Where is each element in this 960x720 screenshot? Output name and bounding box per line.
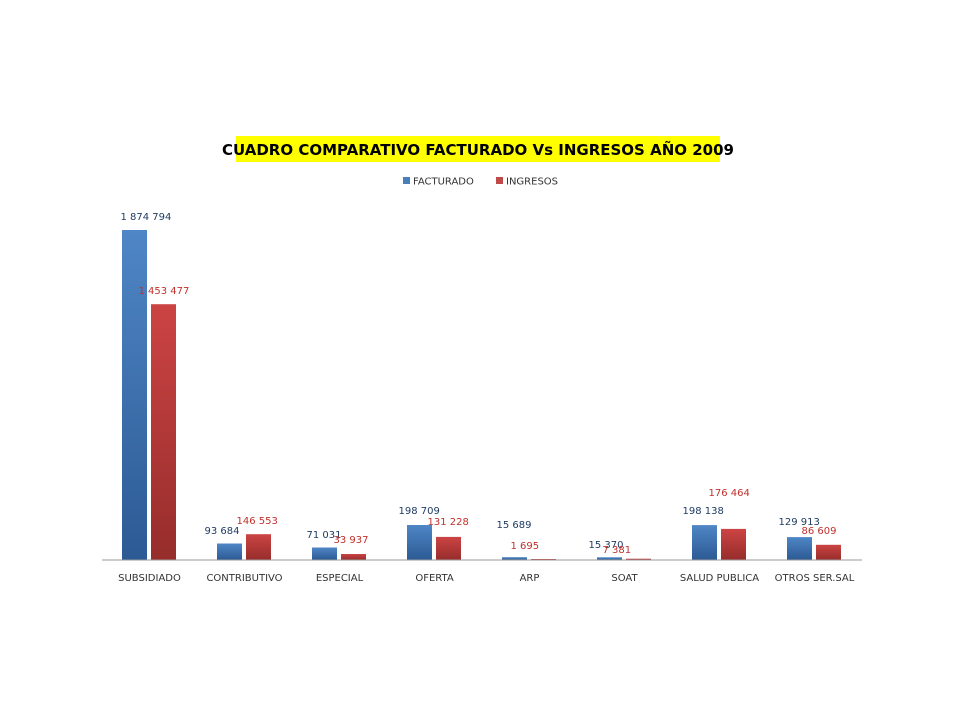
bar-ingresos-soat <box>626 558 651 560</box>
bar-facturado-contributivo <box>217 543 242 560</box>
bar-facturado-especial <box>312 547 337 560</box>
chart-title-group: CUADRO COMPARATIVO FACTURADO Vs INGRESOS… <box>222 136 734 162</box>
bar-facturado-arp <box>502 557 527 560</box>
data-label-ingresos-otros-ser-sal: 86 609 <box>802 526 837 537</box>
x-tick-label-especial: ESPECIAL <box>316 573 364 584</box>
x-tick-label-soat: SOAT <box>611 573 638 584</box>
chart-title: CUADRO COMPARATIVO FACTURADO Vs INGRESOS… <box>222 140 734 159</box>
bar-ingresos-oferta <box>436 536 461 560</box>
x-tick-label-subsidiado: SUBSIDIADO <box>118 573 181 584</box>
x-tick-label-otros-ser-sal: OTROS SER.SAL <box>775 573 855 584</box>
bar-facturado-soat <box>597 557 622 560</box>
x-axis-ticks: SUBSIDIADO CONTRIBUTIVO ESPECIAL OFERTA ARP S… <box>118 573 855 584</box>
bar-facturado-otros-ser-sal <box>787 537 812 560</box>
data-label-ingresos-arp: 1 695 <box>511 541 540 552</box>
data-label-facturado-soat: 15 370 <box>589 540 624 551</box>
data-label-ingresos-especial: 33 937 <box>334 535 369 546</box>
data-label-facturado-subsidiado: 1 874 794 <box>121 212 172 223</box>
data-label-facturado-oferta: 198 709 <box>399 506 440 517</box>
x-tick-label-contributivo: CONTRIBUTIVO <box>206 573 282 584</box>
chart-title-background <box>236 136 720 162</box>
x-tick-label-oferta: OFERTA <box>415 573 453 584</box>
x-tick-label-arp: ARP <box>520 573 540 584</box>
data-label-facturado-especial: 71 031 <box>307 530 342 541</box>
data-label-ingresos-soat: 7 381 <box>603 545 632 556</box>
bar-ingresos-contributivo <box>246 534 271 560</box>
data-label-ingresos-salud-publica: 176 464 <box>709 488 750 499</box>
bars-layer <box>122 230 841 560</box>
data-label-ingresos-subsidiado: 1 453 477 <box>139 286 190 297</box>
data-label-ingresos-contributivo: 146 553 <box>237 516 278 527</box>
bar-facturado-subsidiado <box>122 230 147 560</box>
data-label-facturado-salud-publica: 198 138 <box>683 506 724 517</box>
bar-ingresos-salud-publica <box>721 528 746 560</box>
bar-ingresos-especial <box>341 554 366 560</box>
bar-facturado-oferta <box>407 525 432 560</box>
bar-ingresos-otros-ser-sal <box>816 544 841 560</box>
x-tick-label-salud-publica: SALUD PUBLICA <box>680 573 759 584</box>
data-label-ingresos-oferta: 131 228 <box>428 517 469 528</box>
legend-swatch-facturado <box>403 177 410 184</box>
data-label-facturado-contributivo: 93 684 <box>205 526 240 537</box>
data-label-facturado-arp: 15 689 <box>497 520 532 531</box>
bar-facturado-salud-publica <box>692 525 717 560</box>
legend-label-ingresos: INGRESOS <box>506 177 558 188</box>
legend-swatch-ingresos <box>496 177 503 184</box>
bar-ingresos-subsidiado <box>151 304 176 560</box>
legend-label-facturado: FACTURADO <box>413 177 474 188</box>
legend: FACTURADO INGRESOS <box>403 177 558 188</box>
data-label-facturado-otros-ser-sal: 129 913 <box>779 517 820 528</box>
